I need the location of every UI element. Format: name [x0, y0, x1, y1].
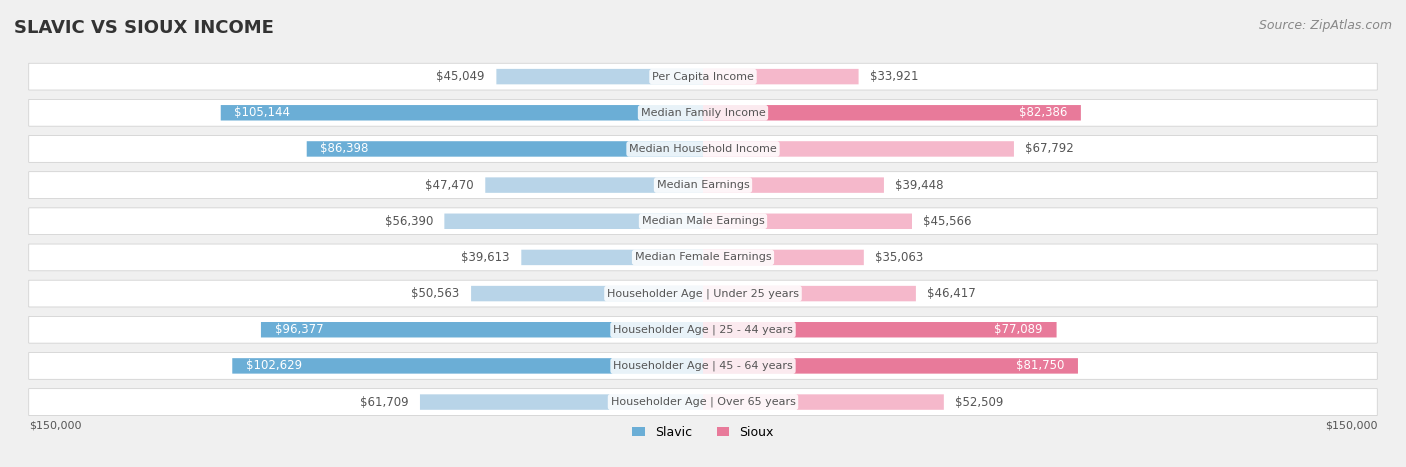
Text: Householder Age | 25 - 44 years: Householder Age | 25 - 44 years [613, 325, 793, 335]
FancyBboxPatch shape [232, 358, 703, 374]
FancyBboxPatch shape [703, 213, 912, 229]
FancyBboxPatch shape [28, 244, 1378, 271]
FancyBboxPatch shape [28, 208, 1378, 234]
FancyBboxPatch shape [28, 99, 1378, 126]
FancyBboxPatch shape [496, 69, 703, 85]
Text: Median Male Earnings: Median Male Earnings [641, 216, 765, 226]
FancyBboxPatch shape [444, 213, 703, 229]
FancyBboxPatch shape [420, 394, 703, 410]
Text: $47,470: $47,470 [425, 178, 474, 191]
FancyBboxPatch shape [28, 135, 1378, 163]
Text: Source: ZipAtlas.com: Source: ZipAtlas.com [1258, 19, 1392, 32]
Text: $81,750: $81,750 [1015, 360, 1064, 372]
Legend: Slavic, Sioux: Slavic, Sioux [627, 421, 779, 444]
FancyBboxPatch shape [28, 316, 1378, 343]
Text: $150,000: $150,000 [1324, 420, 1378, 430]
Text: $39,448: $39,448 [896, 178, 943, 191]
FancyBboxPatch shape [28, 280, 1378, 307]
Text: $150,000: $150,000 [28, 420, 82, 430]
FancyBboxPatch shape [703, 69, 859, 85]
Text: $39,613: $39,613 [461, 251, 510, 264]
Text: $45,049: $45,049 [436, 70, 485, 83]
FancyBboxPatch shape [28, 353, 1378, 379]
Text: $102,629: $102,629 [246, 360, 302, 372]
Text: Median Female Earnings: Median Female Earnings [634, 253, 772, 262]
FancyBboxPatch shape [703, 358, 1078, 374]
Text: SLAVIC VS SIOUX INCOME: SLAVIC VS SIOUX INCOME [14, 19, 274, 37]
FancyBboxPatch shape [28, 389, 1378, 416]
Text: $96,377: $96,377 [274, 323, 323, 336]
FancyBboxPatch shape [703, 105, 1081, 120]
Text: $86,398: $86,398 [321, 142, 368, 156]
FancyBboxPatch shape [703, 177, 884, 193]
FancyBboxPatch shape [221, 105, 703, 120]
FancyBboxPatch shape [28, 172, 1378, 198]
Text: $77,089: $77,089 [994, 323, 1043, 336]
Text: Householder Age | Over 65 years: Householder Age | Over 65 years [610, 397, 796, 407]
FancyBboxPatch shape [703, 141, 1014, 156]
Text: $56,390: $56,390 [384, 215, 433, 228]
Text: Median Earnings: Median Earnings [657, 180, 749, 190]
Text: $50,563: $50,563 [412, 287, 460, 300]
FancyBboxPatch shape [262, 322, 703, 338]
FancyBboxPatch shape [703, 322, 1056, 338]
FancyBboxPatch shape [471, 286, 703, 301]
Text: $82,386: $82,386 [1019, 106, 1067, 119]
Text: $46,417: $46,417 [928, 287, 976, 300]
FancyBboxPatch shape [307, 141, 703, 156]
FancyBboxPatch shape [703, 250, 863, 265]
Text: $52,509: $52,509 [955, 396, 1004, 409]
FancyBboxPatch shape [703, 394, 943, 410]
FancyBboxPatch shape [522, 250, 703, 265]
Text: Median Household Income: Median Household Income [628, 144, 778, 154]
FancyBboxPatch shape [703, 286, 915, 301]
Text: $67,792: $67,792 [1025, 142, 1074, 156]
FancyBboxPatch shape [485, 177, 703, 193]
Text: Householder Age | 45 - 64 years: Householder Age | 45 - 64 years [613, 361, 793, 371]
Text: $45,566: $45,566 [924, 215, 972, 228]
Text: $105,144: $105,144 [235, 106, 291, 119]
Text: Householder Age | Under 25 years: Householder Age | Under 25 years [607, 288, 799, 299]
Text: $35,063: $35,063 [876, 251, 924, 264]
Text: Median Family Income: Median Family Income [641, 108, 765, 118]
Text: $61,709: $61,709 [360, 396, 409, 409]
Text: Per Capita Income: Per Capita Income [652, 71, 754, 82]
Text: $33,921: $33,921 [870, 70, 918, 83]
FancyBboxPatch shape [28, 63, 1378, 90]
